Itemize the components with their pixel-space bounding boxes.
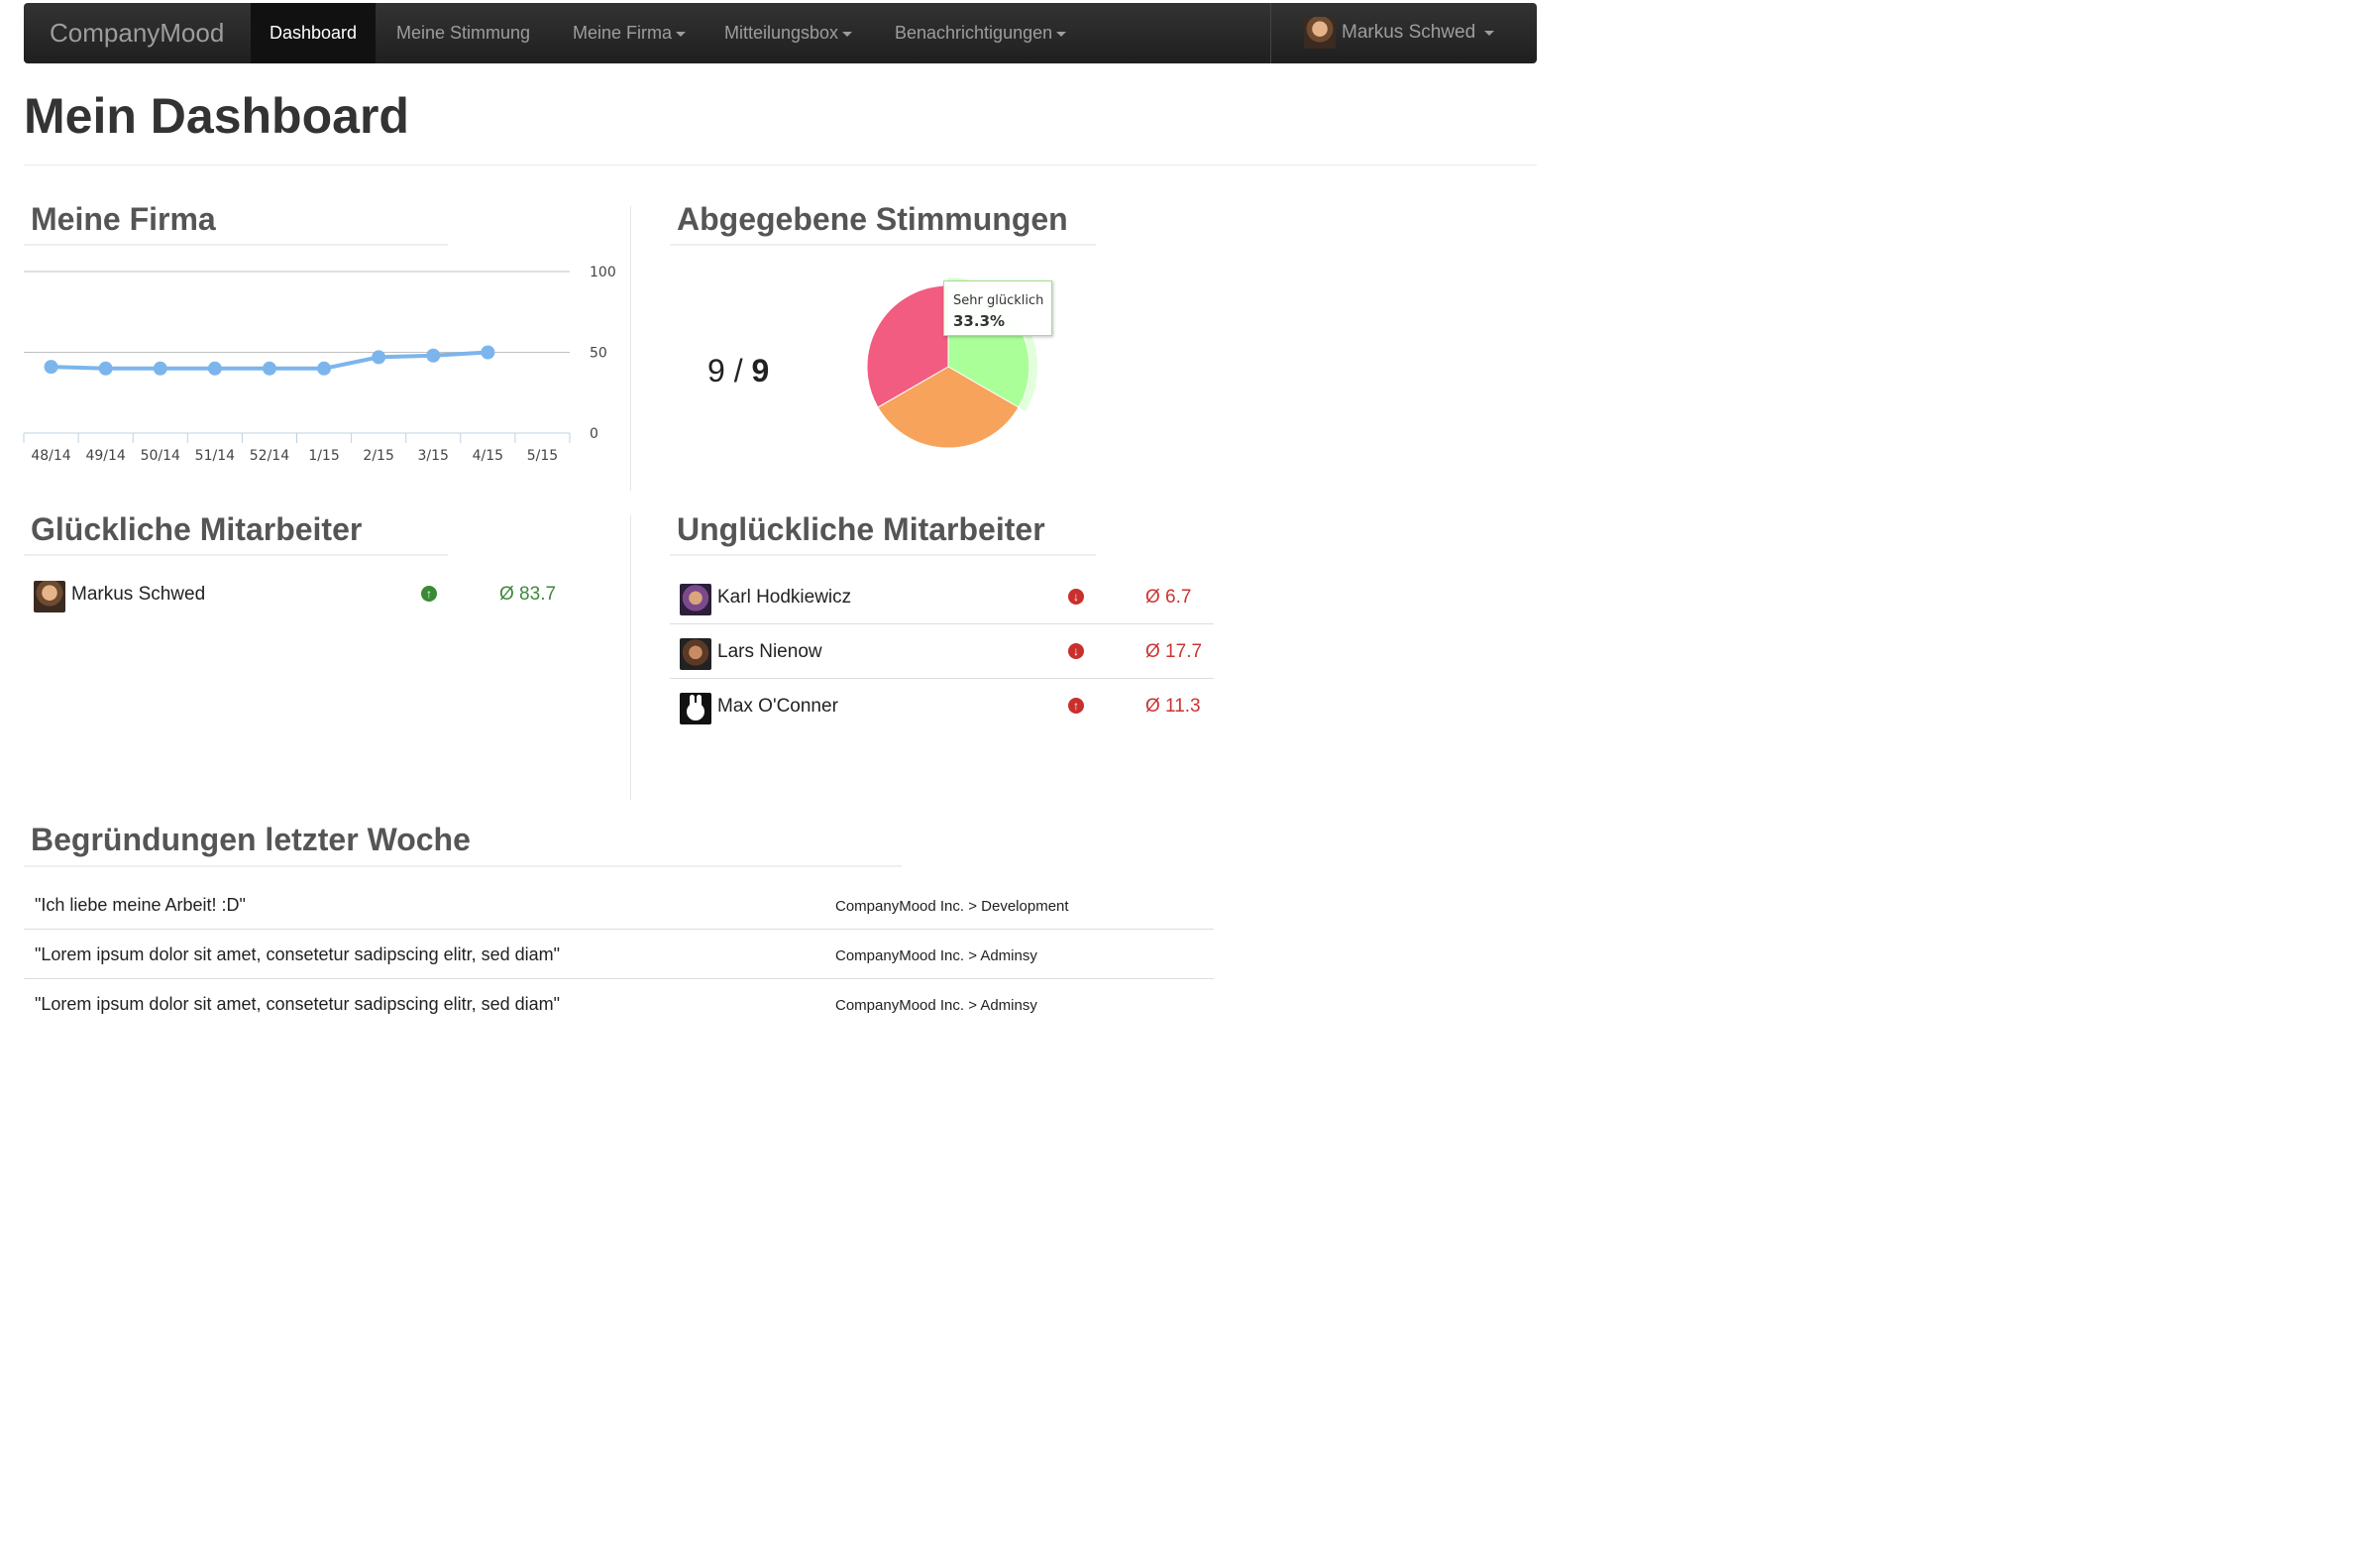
reason-department: CompanyMood Inc. > Adminsy [835,997,1037,1014]
employee-average: Ø 83.7 [499,584,557,605]
section-divider [670,244,1096,246]
data-point [207,361,222,376]
mood-count-given: 9 [707,353,725,388]
navbar: CompanyMood Dashboard Meine Stimmung Mei… [24,3,1537,63]
x-tick-label: 50/14 [141,448,180,464]
x-tick-label: 2/15 [363,448,393,464]
nav-benachrichtigungen-label: Benachrichtigungen [895,23,1053,43]
page-title: Mein Dashboard [24,88,409,144]
user-name: Markus Schwed [1342,22,1476,44]
section-title-meine-firma: Meine Firma [31,201,216,237]
navbar-divider [1270,3,1271,63]
data-point [372,350,386,365]
section-title-reasons: Begründungen letzter Woche [31,822,471,857]
section-title-unhappy: Unglückliche Mitarbeiter [677,511,1045,547]
y-tick-label: 0 [590,426,598,442]
y-tick-label: 100 [590,265,616,280]
section-divider [670,554,1096,556]
data-point [153,361,167,376]
x-tick-label: 52/14 [250,448,289,464]
pie-tooltip: Sehr glücklich 33.3% [943,280,1052,336]
caret-down-icon [676,31,687,37]
user-menu[interactable]: Markus Schwed [1304,17,1495,49]
employee-avatar [680,693,711,724]
caret-down-icon [1056,31,1067,37]
employee-avatar [680,584,711,615]
nav-mitteilungsbox[interactable]: Mitteilungsbox [724,3,853,63]
x-tick-label: 4/15 [473,448,503,464]
employee-name: Karl Hodkiewicz [717,587,852,608]
x-tick-label: 5/15 [527,448,558,464]
data-point [98,361,113,376]
nav-meine-firma[interactable]: Meine Firma [573,3,687,63]
section-title-stimmungen: Abgegebene Stimmungen [677,201,1068,237]
employee-row[interactable]: Markus Schwed ↑ Ø 83.7 [24,567,569,621]
nav-meine-stimmung[interactable]: Meine Stimmung [396,23,531,43]
bunny-ear [690,695,695,708]
data-point [481,345,495,360]
pie-tooltip-label: Sehr glücklich [953,293,1044,308]
column-divider [630,515,631,800]
pie-slice [866,284,949,408]
data-point [317,361,332,376]
employee-row[interactable]: Karl Hodkiewicz ↓ Ø 6.7 [670,570,1214,624]
employee-average: Ø 11.3 [1145,696,1201,717]
reason-quote: "Lorem ipsum dolor sit amet, consetetur … [35,944,561,964]
section-divider [24,244,448,246]
employee-average: Ø 6.7 [1145,587,1192,608]
pie-slice [877,366,1020,449]
employee-average: Ø 17.7 [1145,641,1203,662]
divider [24,165,1537,166]
nav-benachrichtigungen[interactable]: Benachrichtigungen [895,3,1067,63]
user-avatar [1304,17,1336,49]
employee-name: Max O'Conner [717,696,838,717]
brand-logo[interactable]: CompanyMood [50,18,225,48]
caret-down-icon [842,31,853,37]
reason-row[interactable]: "Lorem ipsum dolor sit amet, consetetur … [24,930,1214,979]
data-point [44,360,58,375]
x-tick-label: 48/14 [31,448,70,464]
nav-meine-firma-label: Meine Firma [573,23,673,43]
reason-row[interactable]: "Ich liebe meine Arbeit! :D" CompanyMood… [24,880,1214,930]
employee-row[interactable]: Max O'Conner ↑ Ø 11.3 [670,679,1214,733]
nav-dashboard[interactable]: Dashboard [251,3,377,63]
nav-mitteilungsbox-label: Mitteilungsbox [724,23,839,43]
x-tick-label: 1/15 [308,448,339,464]
arrow-down-icon: ↓ [1068,643,1084,659]
arrow-up-icon: ↑ [1068,698,1084,714]
employee-name: Lars Nienow [717,641,822,662]
reason-quote: "Ich liebe meine Arbeit! :D" [35,895,246,915]
section-divider [24,554,448,556]
mood-count-total: 9 [751,353,770,388]
bunny-face [687,703,704,721]
employee-avatar [680,638,711,670]
section-divider [24,865,902,867]
reason-department: CompanyMood Inc. > Adminsy [835,947,1037,964]
x-tick-label: 3/15 [418,448,449,464]
mood-count-separator: / [724,353,752,388]
bunny-ear [697,695,702,708]
caret-down-icon [1484,30,1495,36]
employee-avatar [34,581,65,612]
data-point [426,348,441,363]
x-tick-label: 49/14 [85,448,125,464]
mood-line-chart: 48/14 49/14 50/14 51/14 52/14 1/15 2/15 3/15 4/1… [23,265,616,464]
employee-name: Markus Schwed [71,584,206,605]
pie-tooltip-value: 33.3% [953,312,1006,330]
reason-row[interactable]: "Lorem ipsum dolor sit amet, consetetur … [24,979,1214,1029]
x-tick-label: 51/14 [195,448,235,464]
reason-quote: "Lorem ipsum dolor sit amet, consetetur … [35,994,561,1014]
y-tick-label: 50 [590,346,607,362]
data-point [262,361,276,376]
employee-row[interactable]: Lars Nienow ↓ Ø 17.7 [670,624,1214,679]
reason-department: CompanyMood Inc. > Development [835,898,1069,915]
mood-count: 9 / 9 [707,353,769,389]
arrow-down-icon: ↓ [1068,589,1084,605]
arrow-up-icon: ↑ [421,586,437,602]
column-divider [630,206,631,491]
section-title-happy: Glückliche Mitarbeiter [31,511,363,547]
